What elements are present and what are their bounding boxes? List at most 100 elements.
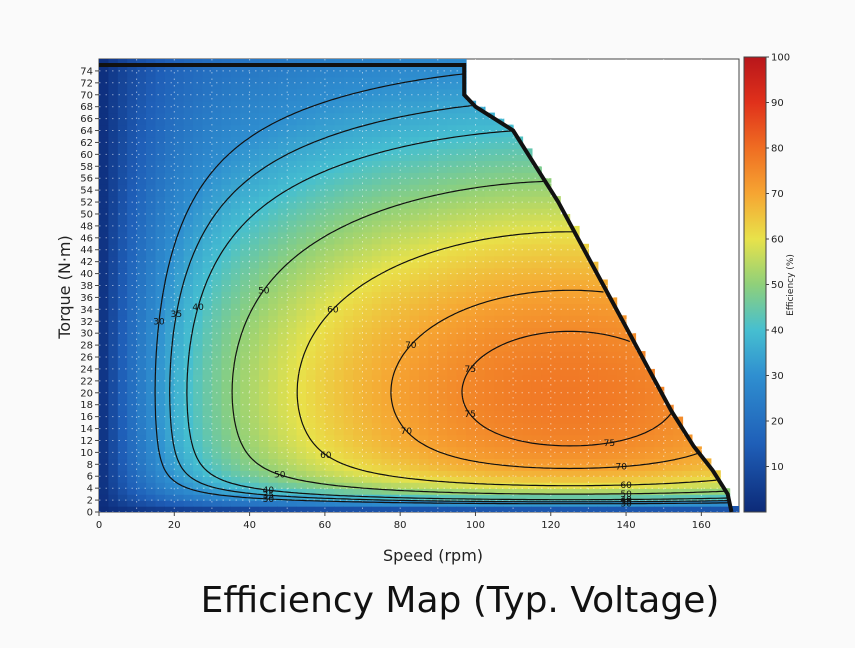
heatmap-cell xyxy=(409,214,420,221)
heatmap-cell xyxy=(419,368,429,376)
heatmap-cell xyxy=(409,184,420,191)
heatmap-cell xyxy=(202,470,213,477)
colorbar xyxy=(743,56,767,513)
heatmap-cell xyxy=(409,374,420,382)
heatmap-cell xyxy=(353,476,364,483)
heatmap-cell xyxy=(409,404,420,412)
heatmap-cell xyxy=(428,243,439,251)
heatmap-cell xyxy=(673,494,684,501)
heatmap-cell xyxy=(569,309,580,316)
heatmap-cell xyxy=(240,357,251,364)
heatmap-cell xyxy=(211,166,222,173)
heatmap-cell xyxy=(362,65,373,72)
heatmap-cell xyxy=(494,237,505,245)
heatmap-cell xyxy=(616,440,627,448)
heatmap-cell xyxy=(230,88,241,96)
heatmap-cell xyxy=(136,130,147,138)
heatmap-cell xyxy=(456,416,467,424)
heatmap-cell xyxy=(174,184,185,191)
heatmap-cell xyxy=(183,267,194,275)
heatmap-cell xyxy=(475,237,486,245)
heatmap-cell xyxy=(287,500,298,507)
heatmap-cell xyxy=(296,172,307,179)
heatmap-cell xyxy=(447,440,458,448)
heatmap-cell xyxy=(503,273,514,281)
heatmap-cell xyxy=(419,65,429,72)
heatmap-cell xyxy=(315,243,326,251)
heatmap-cell xyxy=(503,237,514,245)
heatmap-cell xyxy=(240,184,251,191)
heatmap-cell xyxy=(635,416,646,424)
heatmap-cell xyxy=(371,422,382,430)
heatmap-cell xyxy=(597,321,608,328)
heatmap-cell xyxy=(164,184,175,191)
heatmap-cell xyxy=(268,172,279,179)
heatmap-cell xyxy=(343,410,354,418)
heatmap-cell xyxy=(117,237,128,245)
heatmap-cell xyxy=(108,273,119,281)
heatmap-cell xyxy=(108,178,119,185)
heatmap-cell xyxy=(531,422,542,430)
heatmap-cell xyxy=(183,488,194,495)
heatmap-cell xyxy=(306,136,317,144)
heatmap-cell xyxy=(117,160,128,167)
heatmap-cell xyxy=(211,368,222,376)
heatmap-cell xyxy=(277,148,288,155)
heatmap-cell xyxy=(164,261,175,269)
heatmap-cell xyxy=(287,464,298,471)
heatmap-cell xyxy=(381,100,392,108)
heatmap-cell xyxy=(277,506,288,512)
heatmap-cell xyxy=(419,363,429,370)
heatmap-cell xyxy=(240,416,251,424)
heatmap-cell xyxy=(362,357,373,364)
heatmap-cell xyxy=(240,428,251,436)
heatmap-cell xyxy=(607,368,618,376)
heatmap-cell xyxy=(324,434,335,442)
heatmap-cell xyxy=(343,154,354,161)
heatmap-cell xyxy=(259,196,269,203)
heatmap-cell xyxy=(513,261,524,269)
heatmap-cell xyxy=(466,279,477,287)
heatmap-cell xyxy=(400,398,411,406)
heatmap-cell xyxy=(466,476,477,483)
heatmap-cell xyxy=(456,124,467,132)
heatmap-cell xyxy=(456,380,467,388)
heatmap-cell xyxy=(343,136,354,144)
heatmap-cell xyxy=(99,59,109,66)
heatmap-cell xyxy=(287,494,298,501)
heatmap-cell xyxy=(654,476,665,483)
heatmap-cell xyxy=(381,208,392,215)
heatmap-cell xyxy=(353,231,364,239)
heatmap-cell xyxy=(117,231,128,239)
heatmap-cell xyxy=(437,368,448,376)
heatmap-cell xyxy=(513,434,524,442)
heatmap-cell xyxy=(230,82,241,90)
heatmap-cell xyxy=(494,291,505,299)
heatmap-cell xyxy=(155,59,166,66)
heatmap-cell xyxy=(644,488,655,495)
heatmap-cell xyxy=(230,482,241,489)
heatmap-cell xyxy=(146,136,157,144)
heatmap-cell xyxy=(334,225,345,233)
heatmap-cell xyxy=(164,112,175,120)
heatmap-cell xyxy=(221,65,232,72)
heatmap-cell xyxy=(494,273,505,281)
heatmap-cell xyxy=(419,285,429,293)
heatmap-cell xyxy=(409,363,420,370)
heatmap-cell xyxy=(127,297,138,304)
heatmap-cell xyxy=(626,446,637,453)
heatmap-cell xyxy=(287,291,298,299)
heatmap-cell xyxy=(202,142,213,149)
heatmap-cell xyxy=(729,506,739,512)
heatmap-cell xyxy=(117,464,128,471)
heatmap-cell xyxy=(466,339,477,346)
heatmap-cell xyxy=(560,315,571,322)
heatmap-cell xyxy=(437,154,448,161)
heatmap-cell xyxy=(691,470,702,477)
heatmap-cell xyxy=(343,380,354,388)
heatmap-cell xyxy=(324,59,335,66)
heatmap-cell xyxy=(324,410,335,418)
heatmap-cell xyxy=(249,452,260,459)
heatmap-cell xyxy=(249,261,260,269)
heatmap-cell xyxy=(287,118,298,126)
